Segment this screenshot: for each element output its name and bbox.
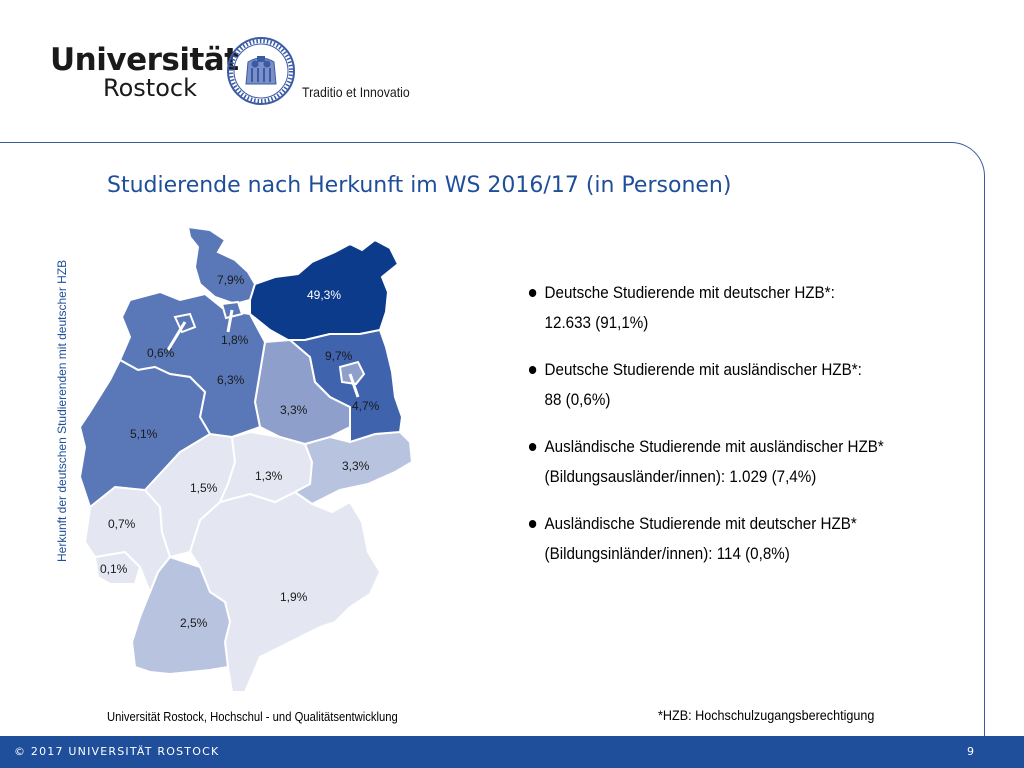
label-ni: 6,3%	[217, 373, 245, 387]
region-berlin	[338, 360, 366, 386]
list-item: Deutsche Studierende mit ausländischer H…	[528, 355, 933, 415]
university-wordmark: Universität	[50, 42, 239, 78]
list-item-value: (Bildungsausländer/innen): 1.029 (7,4%)	[544, 468, 817, 486]
label-bb: 9,7%	[325, 349, 353, 363]
label-hb: 0,6%	[147, 346, 175, 360]
label-bw: 2,5%	[180, 616, 208, 630]
content-frame	[0, 142, 985, 742]
footer-copyright: © 2017 UNIVERSITÄT ROSTOCK	[14, 745, 220, 758]
label-nw: 5,1%	[130, 427, 158, 441]
footnote: *HZB: Hochschulzugangsberechtigung	[658, 707, 875, 723]
pointer-bremen	[166, 321, 187, 351]
label-by: 1,9%	[280, 590, 308, 604]
statistics-list: Deutsche Studierende mit deutscher HZB*:…	[528, 278, 968, 586]
list-item-label: Deutsche Studierende mit ausländischer H…	[544, 361, 862, 379]
region-mecklenburg-vorpommern	[249, 238, 400, 341]
pointer-hamburg	[226, 309, 234, 333]
label-sh: 7,9%	[217, 273, 245, 287]
label-sl: 0,1%	[100, 562, 128, 576]
region-nordrhein-westfalen	[78, 358, 212, 509]
list-item-value: 88 (0,6%)	[544, 391, 611, 409]
list-item-value: 12.633 (91,1%)	[544, 314, 649, 332]
header: Universität Rostock Traditio et Innovati…	[0, 0, 1024, 142]
list-item-label: Ausländische Studierende mit ausländisch…	[544, 438, 884, 456]
university-seal-icon	[227, 37, 295, 105]
label-rp: 0,7%	[108, 517, 136, 531]
region-brandenburg	[287, 328, 404, 444]
map-side-label: Herkunft der deutschen Studierenden mit …	[55, 260, 69, 562]
footer-bar: © 2017 UNIVERSITÄT ROSTOCK 9	[0, 736, 1024, 768]
region-schleswig-holstein	[186, 225, 257, 306]
list-item: Ausländische Studierende mit deutscher H…	[528, 509, 933, 569]
university-city: Rostock	[103, 74, 197, 102]
pointer-berlin	[348, 373, 360, 398]
source-note: Universität Rostock, Hochschul - und Qua…	[107, 710, 398, 724]
label-th: 1,3%	[255, 469, 283, 483]
label-he: 1,5%	[190, 481, 218, 495]
label-st: 3,3%	[280, 403, 308, 417]
label-be: 4,7%	[352, 399, 380, 413]
list-item-label: Ausländische Studierende mit deutscher H…	[544, 515, 857, 533]
label-hh: 1,8%	[221, 333, 249, 347]
page-number: 9	[967, 745, 974, 758]
list-item: Ausländische Studierende mit ausländisch…	[528, 432, 933, 492]
label-sn: 3,3%	[342, 459, 370, 473]
germany-map: Herkunft der deutschen Studierenden mit …	[55, 225, 414, 693]
label-mv: 49,3%	[307, 288, 341, 302]
university-motto: Traditio et Innovatio	[302, 84, 410, 100]
list-item-label: Deutsche Studierende mit deutscher HZB*:	[544, 284, 835, 302]
page-title: Studierende nach Herkunft im WS 2016/17 …	[107, 173, 732, 198]
list-item: Deutsche Studierende mit deutscher HZB*:…	[528, 278, 933, 338]
region-baden-wuerttemberg	[130, 555, 232, 676]
list-item-value: (Bildungsinländer/innen): 114 (0,8%)	[544, 545, 790, 563]
